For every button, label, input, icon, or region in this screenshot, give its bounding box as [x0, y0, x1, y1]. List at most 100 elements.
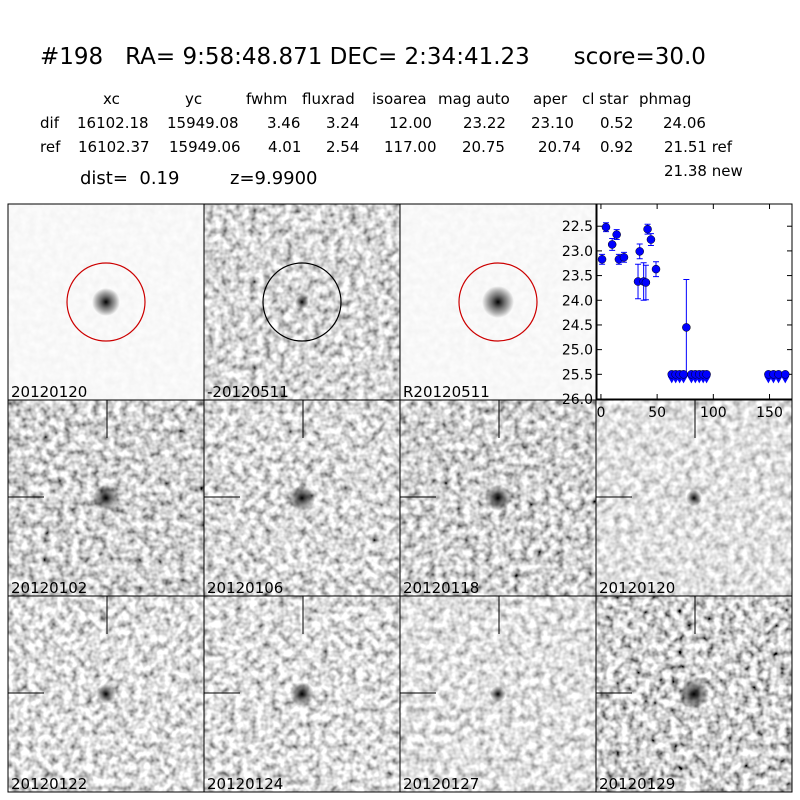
dist: dist= 0.19: [80, 168, 179, 189]
stamp: 20120120: [595, 399, 793, 597]
source: [490, 686, 506, 702]
y-tick-label: 25.5: [562, 367, 593, 383]
table-cell: 12.00: [389, 114, 432, 132]
column-header: fwhm: [246, 90, 287, 108]
column-header: xc: [103, 90, 120, 108]
column-header: fluxrad: [302, 90, 355, 108]
point: [601, 222, 611, 232]
column-header: aper: [533, 90, 568, 108]
x-tick-label: 100: [700, 405, 727, 421]
stamp-label: 20120122: [11, 775, 87, 793]
source: [96, 684, 116, 704]
plot-area: [597, 204, 792, 399]
table-cell: 4.01: [268, 138, 301, 156]
x-tick-label: 0: [596, 405, 605, 421]
table-cell: 23.10: [531, 114, 574, 132]
stamp: 20120120: [7, 203, 205, 401]
point: [597, 255, 607, 264]
stamp-label: 20120124: [207, 775, 283, 793]
point: [781, 370, 790, 379]
point: [635, 247, 644, 256]
table-cell: 20.75: [462, 138, 505, 156]
stamp-label: 20120118: [403, 579, 479, 597]
row-label: dif: [40, 114, 60, 132]
stamp: 20120102: [7, 399, 205, 597]
stamp-label: 20120120: [11, 383, 87, 401]
table-cell: 24.06: [663, 114, 706, 132]
title: #198 RA= 9:58:48.871 DEC= 2:34:41.23 sco…: [40, 44, 706, 70]
x-tick-label: 50: [648, 405, 666, 421]
stamp: R20120511: [399, 203, 597, 401]
column-header: phmag: [639, 90, 691, 108]
table-cell: 23.22: [463, 114, 506, 132]
y-tick-label: 26.0: [562, 392, 593, 408]
column-header: isoarea: [372, 90, 427, 108]
table-cell: 3.46: [267, 114, 300, 132]
table-cell: 16102.18: [77, 114, 149, 132]
stamp: -20120511: [203, 203, 401, 401]
table-cell: 16102.37: [78, 138, 150, 156]
stamp: 20120118: [399, 399, 597, 597]
stamp: 20120127: [399, 595, 597, 793]
stamp: 20120122: [7, 595, 205, 793]
table-cell: 0.52: [600, 114, 633, 132]
table-cell: 20.74: [538, 138, 581, 156]
y-tick-label: 24.0: [562, 293, 593, 309]
stamp-label: R20120511: [403, 383, 490, 401]
column-header: yc: [185, 90, 202, 108]
stamp-label: 20120127: [403, 775, 479, 793]
stamp: 20120124: [203, 595, 401, 793]
table-cell: 21.51 ref: [664, 138, 733, 156]
table-cell: 2.54: [326, 138, 359, 156]
stamp: 20120129: [595, 595, 793, 793]
source: [92, 288, 120, 316]
stamp-label: 20120106: [207, 579, 283, 597]
stamp: 20120106: [203, 399, 401, 597]
column-header: mag auto: [438, 90, 510, 108]
column-header: cl star: [582, 90, 629, 108]
axes-frame: [596, 203, 793, 400]
table-cell: 15949.06: [169, 138, 241, 156]
source: [290, 682, 314, 706]
point: [651, 264, 661, 274]
y-tick-label: 23.0: [562, 244, 593, 260]
redshift: z=9.9900: [230, 168, 318, 189]
table-cell: 15949.08: [167, 114, 239, 132]
source: [93, 485, 119, 511]
source: [289, 485, 315, 511]
stamp-label: 20120129: [599, 775, 675, 793]
stamp-label: 20120102: [11, 579, 87, 597]
source: [686, 490, 702, 506]
row-label: ref: [40, 138, 61, 156]
phmag-note: 21.38 new: [664, 162, 743, 180]
aperture: [262, 262, 342, 342]
point: [607, 240, 617, 249]
aperture: [458, 262, 538, 342]
y-tick-label: 22.5: [562, 219, 593, 235]
table-cell: 117.00: [384, 138, 437, 156]
point: [641, 278, 651, 287]
point: [646, 235, 656, 244]
aperture: [66, 262, 146, 342]
stamp-label: -20120511: [207, 383, 289, 401]
table-cell: 0.92: [600, 138, 633, 156]
point: [679, 370, 688, 379]
source: [482, 286, 514, 318]
y-tick-label: 24.5: [562, 318, 593, 334]
point: [612, 230, 621, 239]
y-tick-label: 23.5: [562, 269, 593, 285]
point: [643, 224, 652, 234]
stamp-label: 20120120: [599, 579, 675, 597]
y-tick-label: 25.0: [562, 343, 593, 359]
point: [702, 370, 711, 379]
x-tick-label: 150: [756, 405, 783, 421]
source: [679, 679, 709, 709]
stamp-frame: [595, 595, 793, 793]
source: [295, 295, 309, 309]
point: [619, 253, 629, 262]
point: [682, 323, 691, 332]
source: [485, 485, 511, 511]
table-cell: 3.24: [326, 114, 359, 132]
